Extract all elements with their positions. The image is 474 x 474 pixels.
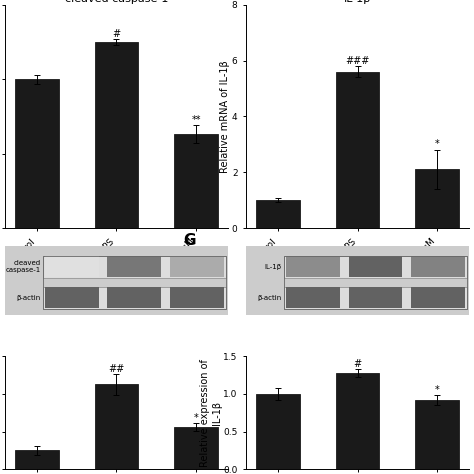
Title: IL-1β: IL-1β (344, 0, 371, 4)
Bar (411, 256, 465, 277)
Bar (108, 288, 161, 308)
Bar (256, 394, 300, 469)
Bar (336, 373, 380, 469)
Bar (170, 288, 224, 308)
Text: G: G (183, 234, 196, 248)
Text: β-actin: β-actin (257, 295, 282, 301)
Bar (45, 288, 99, 308)
Bar (43, 255, 226, 278)
Y-axis label: Relative expression of
IL-1β: Relative expression of IL-1β (200, 359, 222, 467)
Bar (108, 256, 161, 277)
Bar (43, 287, 226, 309)
Bar (284, 287, 467, 309)
Bar (174, 427, 218, 469)
Bar (43, 255, 226, 309)
Bar (349, 256, 402, 277)
Bar (286, 288, 340, 308)
Bar (411, 288, 465, 308)
Bar (15, 450, 59, 469)
Bar (174, 134, 218, 228)
Bar (256, 200, 300, 228)
Bar (286, 256, 340, 277)
Bar (349, 288, 402, 308)
Text: β-actin: β-actin (16, 295, 40, 301)
Text: *: * (435, 139, 439, 149)
Bar (45, 256, 99, 277)
Text: ###: ### (346, 55, 370, 65)
Text: ##: ## (108, 364, 125, 374)
Text: #: # (354, 359, 362, 369)
Text: *: * (435, 385, 439, 395)
Bar (415, 400, 459, 469)
Bar (336, 72, 380, 228)
Bar (284, 255, 467, 309)
Bar (15, 79, 59, 228)
Title: cleaved caspase-1: cleaved caspase-1 (65, 0, 168, 4)
Bar (284, 255, 467, 278)
Bar (94, 384, 138, 469)
Bar (94, 42, 138, 228)
Text: *: * (194, 412, 199, 422)
Text: IL-1β: IL-1β (264, 264, 282, 270)
Text: #: # (112, 29, 120, 39)
Y-axis label: Relative mRNA of IL-1β: Relative mRNA of IL-1β (220, 60, 230, 173)
Text: cleaved
caspase-1: cleaved caspase-1 (5, 260, 40, 273)
Bar (170, 256, 224, 277)
Bar (415, 169, 459, 228)
Text: **: ** (191, 115, 201, 125)
